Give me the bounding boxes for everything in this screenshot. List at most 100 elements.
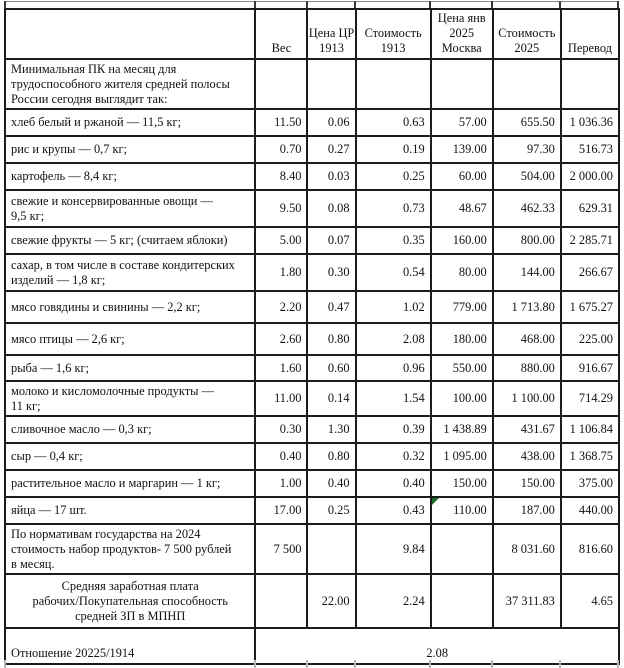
cell-cena-cr-1913[interactable]: 0.06 [306, 108, 357, 137]
cell-stoimost-1913[interactable]: 0.19 [354, 135, 432, 164]
cell-label[interactable]: картофель — 8,4 кг; [3, 162, 257, 191]
cell-ves[interactable]: 7 500 [254, 523, 309, 575]
cell-stoimost-2025[interactable]: 880.00 [491, 354, 562, 382]
cell-cena-yanv-2025-moskva[interactable]: 80.00 [429, 253, 494, 292]
cell-perevod[interactable]: 4.65 [559, 573, 621, 629]
cell-stoimost-1913[interactable]: 2.24 [354, 573, 432, 629]
cell-stoimost-2025[interactable]: 187.00 [491, 496, 562, 525]
cell-cena-cr-1913[interactable]: 0.30 [306, 253, 357, 292]
column-header-label[interactable] [3, 8, 257, 60]
cell-cena-cr-1913[interactable]: 0.80 [306, 322, 357, 356]
cell-label[interactable]: мясо говядины и свинины — 2,2 кг; [3, 290, 257, 324]
cell-stoimost-2025[interactable] [491, 58, 562, 110]
cell-stoimost-1913[interactable]: 0.40 [354, 469, 432, 498]
cell-cena-cr-1913[interactable]: 22.00 [306, 573, 357, 629]
cell-stoimost-2025[interactable]: 468.00 [491, 322, 562, 356]
cell-ves[interactable] [254, 573, 309, 629]
cell-stoimost-2025[interactable]: 462.33 [491, 189, 562, 228]
cell-cena-cr-1913[interactable]: 0.08 [306, 189, 357, 228]
cell-perevod[interactable]: 916.67 [559, 354, 621, 382]
cell-stoimost-1913[interactable]: 0.96 [354, 354, 432, 382]
cell-label[interactable]: сливочное масло — 0,3 кг; [3, 415, 257, 444]
cell-cena-yanv-2025-moskva[interactable]: 160.00 [429, 226, 494, 255]
cell-label[interactable]: Минимальная ПК на месяц для трудоспособн… [3, 58, 257, 110]
column-header-perevod[interactable]: Перевод [559, 8, 621, 60]
cell-cena-yanv-2025-moskva[interactable] [429, 523, 494, 575]
cell-perevod[interactable] [559, 58, 621, 110]
cell-stoimost-2025[interactable]: 150.00 [491, 469, 562, 498]
cell-label[interactable]: свежие и консервированные овощи — 9,5 кг… [3, 189, 257, 228]
cell-perevod[interactable]: 816.60 [559, 523, 621, 575]
cell-cena-yanv-2025-moskva[interactable]: 100.00 [429, 380, 494, 417]
cell-label[interactable]: растительное масло и маргарин — 1 кг; [3, 469, 257, 498]
cell-label[interactable]: мясо птицы — 2,6 кг; [3, 322, 257, 356]
cell-ves[interactable]: 1.80 [254, 253, 309, 292]
column-header-stoimost-1913[interactable]: Стоимость 1913 [354, 8, 432, 60]
cell-cena-yanv-2025-moskva[interactable]: 60.00 [429, 162, 494, 191]
cell-cena-cr-1913[interactable] [306, 523, 357, 575]
column-header-stoimost-2025[interactable]: Стоимость 2025 [491, 8, 562, 60]
cell-stoimost-1913[interactable]: 0.43 [354, 496, 432, 525]
cell-cena-yanv-2025-moskva[interactable]: 139.00 [429, 135, 494, 164]
cell-label[interactable]: рис и крупы — 0,7 кг; [3, 135, 257, 164]
cell-perevod[interactable]: 629.31 [559, 189, 621, 228]
cell-cena-yanv-2025-moskva[interactable] [429, 58, 494, 110]
cell-stoimost-1913[interactable]: 0.63 [354, 108, 432, 137]
column-header-ves[interactable]: Вес [254, 8, 309, 60]
cell-perevod[interactable]: 2 285.71 [559, 226, 621, 255]
cell-ves[interactable]: 0.40 [254, 442, 309, 471]
column-header-cena-yanv-2025-moskva[interactable]: Цена янв 2025 Москва [429, 8, 494, 60]
cell-perevod[interactable]: 516.73 [559, 135, 621, 164]
cell-cena-cr-1913[interactable] [306, 58, 357, 110]
cell-cena-yanv-2025-moskva[interactable]: 1 095.00 [429, 442, 494, 471]
cell-ves[interactable]: 11.00 [254, 380, 309, 417]
cell-ves[interactable]: 2.60 [254, 322, 309, 356]
cell-ves[interactable]: 1.00 [254, 469, 309, 498]
cell-label[interactable]: молоко и кисломолочные продукты — 11 кг; [3, 380, 257, 417]
cell-cena-cr-1913[interactable]: 0.25 [306, 496, 357, 525]
cell-cena-cr-1913[interactable]: 0.03 [306, 162, 357, 191]
cell-stoimost-2025[interactable]: 1 100.00 [491, 380, 562, 417]
cell-stoimost-2025[interactable]: 1 713.80 [491, 290, 562, 324]
cell-perevod[interactable]: 1 036.36 [559, 108, 621, 137]
cell-label[interactable]: хлеб белый и ржаной — 11,5 кг; [3, 108, 257, 137]
cell-label[interactable]: Средняя заработная плата рабочих/Покупат… [3, 573, 257, 629]
cell-stoimost-1913[interactable]: 0.73 [354, 189, 432, 228]
cell-cena-cr-1913[interactable]: 0.47 [306, 290, 357, 324]
cell-ves[interactable]: 17.00 [254, 496, 309, 525]
cell-stoimost-1913[interactable]: 2.08 [354, 322, 432, 356]
cell-label[interactable]: сыр — 0,4 кг; [3, 442, 257, 471]
cell-label[interactable]: свежие фрукты — 5 кг; (считаем яблоки) [3, 226, 257, 255]
cell-perevod[interactable]: 375.00 [559, 469, 621, 498]
cell-perevod[interactable]: 440.00 [559, 496, 621, 525]
cell-ves[interactable]: 11.50 [254, 108, 309, 137]
cell-cena-yanv-2025-moskva[interactable]: 150.00 [429, 469, 494, 498]
cell-stoimost-1913[interactable]: 1.02 [354, 290, 432, 324]
cell-ves[interactable] [254, 58, 309, 110]
cell-stoimost-1913[interactable] [354, 58, 432, 110]
cell-stoimost-2025[interactable]: 438.00 [491, 442, 562, 471]
cell-ves[interactable]: 1.60 [254, 354, 309, 382]
cell-merged-ratio[interactable]: 2.08 [254, 627, 620, 665]
cell-perevod[interactable]: 1 675.27 [559, 290, 621, 324]
cell-perevod[interactable]: 266.67 [559, 253, 621, 292]
cell-stoimost-2025[interactable]: 37 311.83 [491, 573, 562, 629]
cell-cena-yanv-2025-moskva[interactable] [429, 573, 494, 629]
cell-cena-cr-1913[interactable]: 1.30 [306, 415, 357, 444]
cell-cena-yanv-2025-moskva[interactable]: 779.00 [429, 290, 494, 324]
cell-label[interactable]: рыба — 1,6 кг; [3, 354, 257, 382]
cell-perevod[interactable]: 1 368.75 [559, 442, 621, 471]
cell-cena-cr-1913[interactable]: 0.27 [306, 135, 357, 164]
cell-label[interactable]: сахар, в том числе в составе кондитерски… [3, 253, 257, 292]
cell-stoimost-2025[interactable]: 504.00 [491, 162, 562, 191]
cell-ves[interactable]: 0.30 [254, 415, 309, 444]
cell-ves[interactable]: 5.00 [254, 226, 309, 255]
cell-perevod[interactable]: 1 106.84 [559, 415, 621, 444]
cell-stoimost-1913[interactable]: 0.39 [354, 415, 432, 444]
cell-stoimost-1913[interactable]: 1.54 [354, 380, 432, 417]
cell-ves[interactable]: 9.50 [254, 189, 309, 228]
cell-stoimost-2025[interactable]: 144.00 [491, 253, 562, 292]
cell-stoimost-2025[interactable]: 800.00 [491, 226, 562, 255]
cell-cena-yanv-2025-moskva[interactable]: 1 438.89 [429, 415, 494, 444]
cell-stoimost-2025[interactable]: 97.30 [491, 135, 562, 164]
